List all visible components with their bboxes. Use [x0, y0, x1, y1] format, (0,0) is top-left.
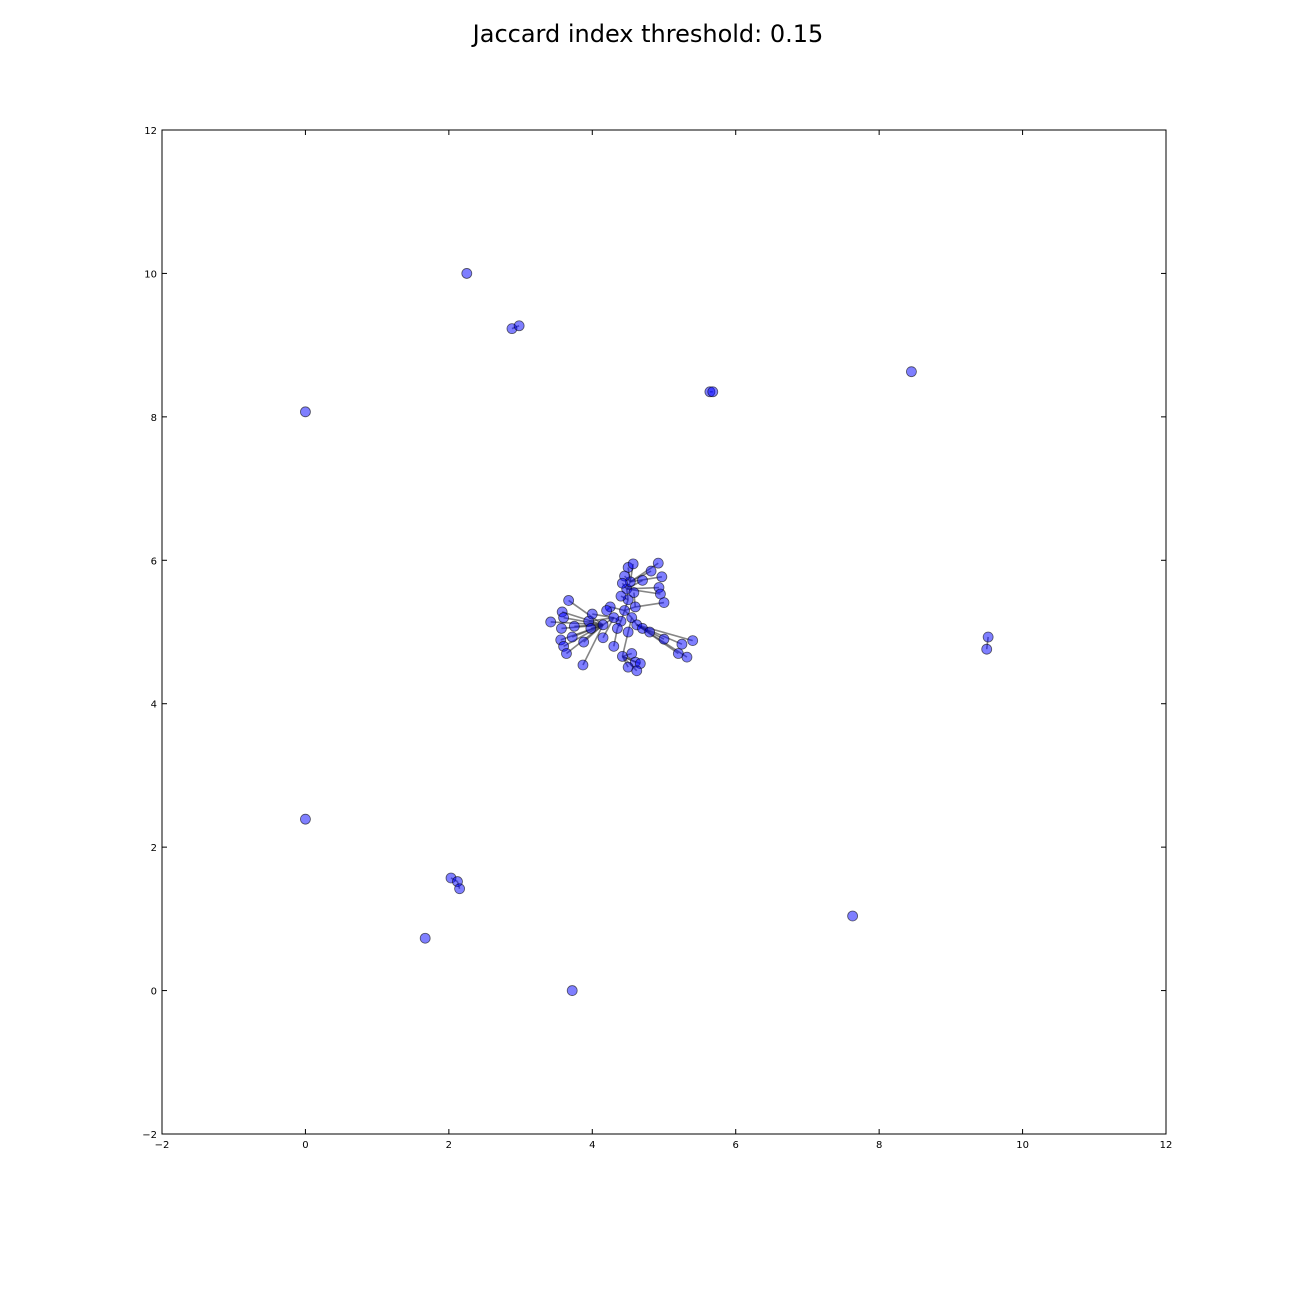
edges-layer	[450, 325, 989, 889]
x-tick-label: 2	[446, 1140, 452, 1151]
graph-node	[566, 985, 578, 996]
graph-node	[608, 640, 620, 652]
graph-node	[461, 268, 473, 279]
graph-node	[622, 626, 634, 638]
graph-node	[586, 608, 598, 620]
graph-node	[617, 577, 628, 589]
graph-node	[645, 565, 657, 577]
x-tick-label: 10	[1016, 1140, 1029, 1151]
graph-node	[981, 643, 993, 655]
graph-node	[300, 406, 311, 418]
graph-node	[300, 813, 311, 825]
graph-node	[597, 632, 609, 644]
graph-node	[577, 659, 589, 671]
graph-node	[652, 557, 664, 569]
graph-node	[644, 626, 656, 638]
y-tick-label: 8	[151, 413, 157, 424]
graph-node	[561, 648, 572, 659]
graph-node	[707, 386, 719, 398]
graph-node	[629, 601, 641, 613]
graph-node	[658, 597, 670, 608]
graph-edge	[582, 624, 604, 666]
x-tick-label: 6	[733, 1140, 739, 1151]
graph-node	[847, 910, 859, 922]
y-tick-label: 4	[151, 700, 157, 711]
y-tick-label: 6	[151, 556, 157, 567]
graph-node	[906, 366, 917, 378]
x-tick-label: 4	[589, 1140, 595, 1151]
graph-node	[578, 636, 590, 648]
graph-node	[631, 665, 643, 677]
graph-node	[513, 320, 525, 332]
graph-node	[617, 650, 628, 662]
graph-node	[676, 638, 688, 650]
graph-node	[681, 651, 693, 663]
graph-node	[687, 635, 699, 647]
graph-node	[568, 620, 580, 632]
graph-node	[558, 612, 569, 624]
x-tick-label: 0	[302, 1140, 308, 1151]
y-tick-label: 10	[144, 269, 157, 280]
graph-node	[556, 623, 567, 634]
graph-node	[419, 932, 431, 944]
y-tick-label: −2	[142, 1130, 157, 1141]
graph-node	[627, 558, 639, 570]
graph-node	[545, 616, 557, 628]
graph-node	[608, 612, 620, 624]
graph-node	[566, 631, 578, 643]
y-tick-label: 12	[144, 126, 157, 137]
graph-node	[982, 631, 994, 643]
graph-node	[658, 633, 670, 645]
graph-node	[615, 590, 627, 602]
ticks-layer: −2 0 2 4 6 8 10 12 −2 0 2 4 6 8 10 12	[142, 126, 1172, 1151]
chart-title: Jaccard index threshold: 0.15	[472, 20, 824, 48]
graph-node	[611, 623, 623, 634]
graph-node	[656, 571, 668, 583]
graph-edge	[563, 624, 604, 648]
graph-node	[597, 619, 609, 631]
graph-node	[563, 595, 575, 606]
x-tick-label: −2	[155, 1140, 170, 1151]
graph-node	[628, 587, 640, 598]
x-tick-label: 12	[1160, 1140, 1173, 1151]
axes-frame	[161, 129, 1167, 1135]
x-tick-label: 8	[876, 1140, 882, 1151]
y-tick-label: 0	[151, 987, 157, 998]
graph-node	[637, 574, 648, 586]
nodes-layer	[300, 268, 994, 996]
graph-node	[454, 883, 466, 895]
graph-node	[619, 605, 630, 616]
graph-node	[585, 623, 597, 634]
graph-edge	[561, 611, 604, 626]
y-tick-label: 2	[151, 843, 157, 854]
graph-node	[601, 605, 613, 616]
